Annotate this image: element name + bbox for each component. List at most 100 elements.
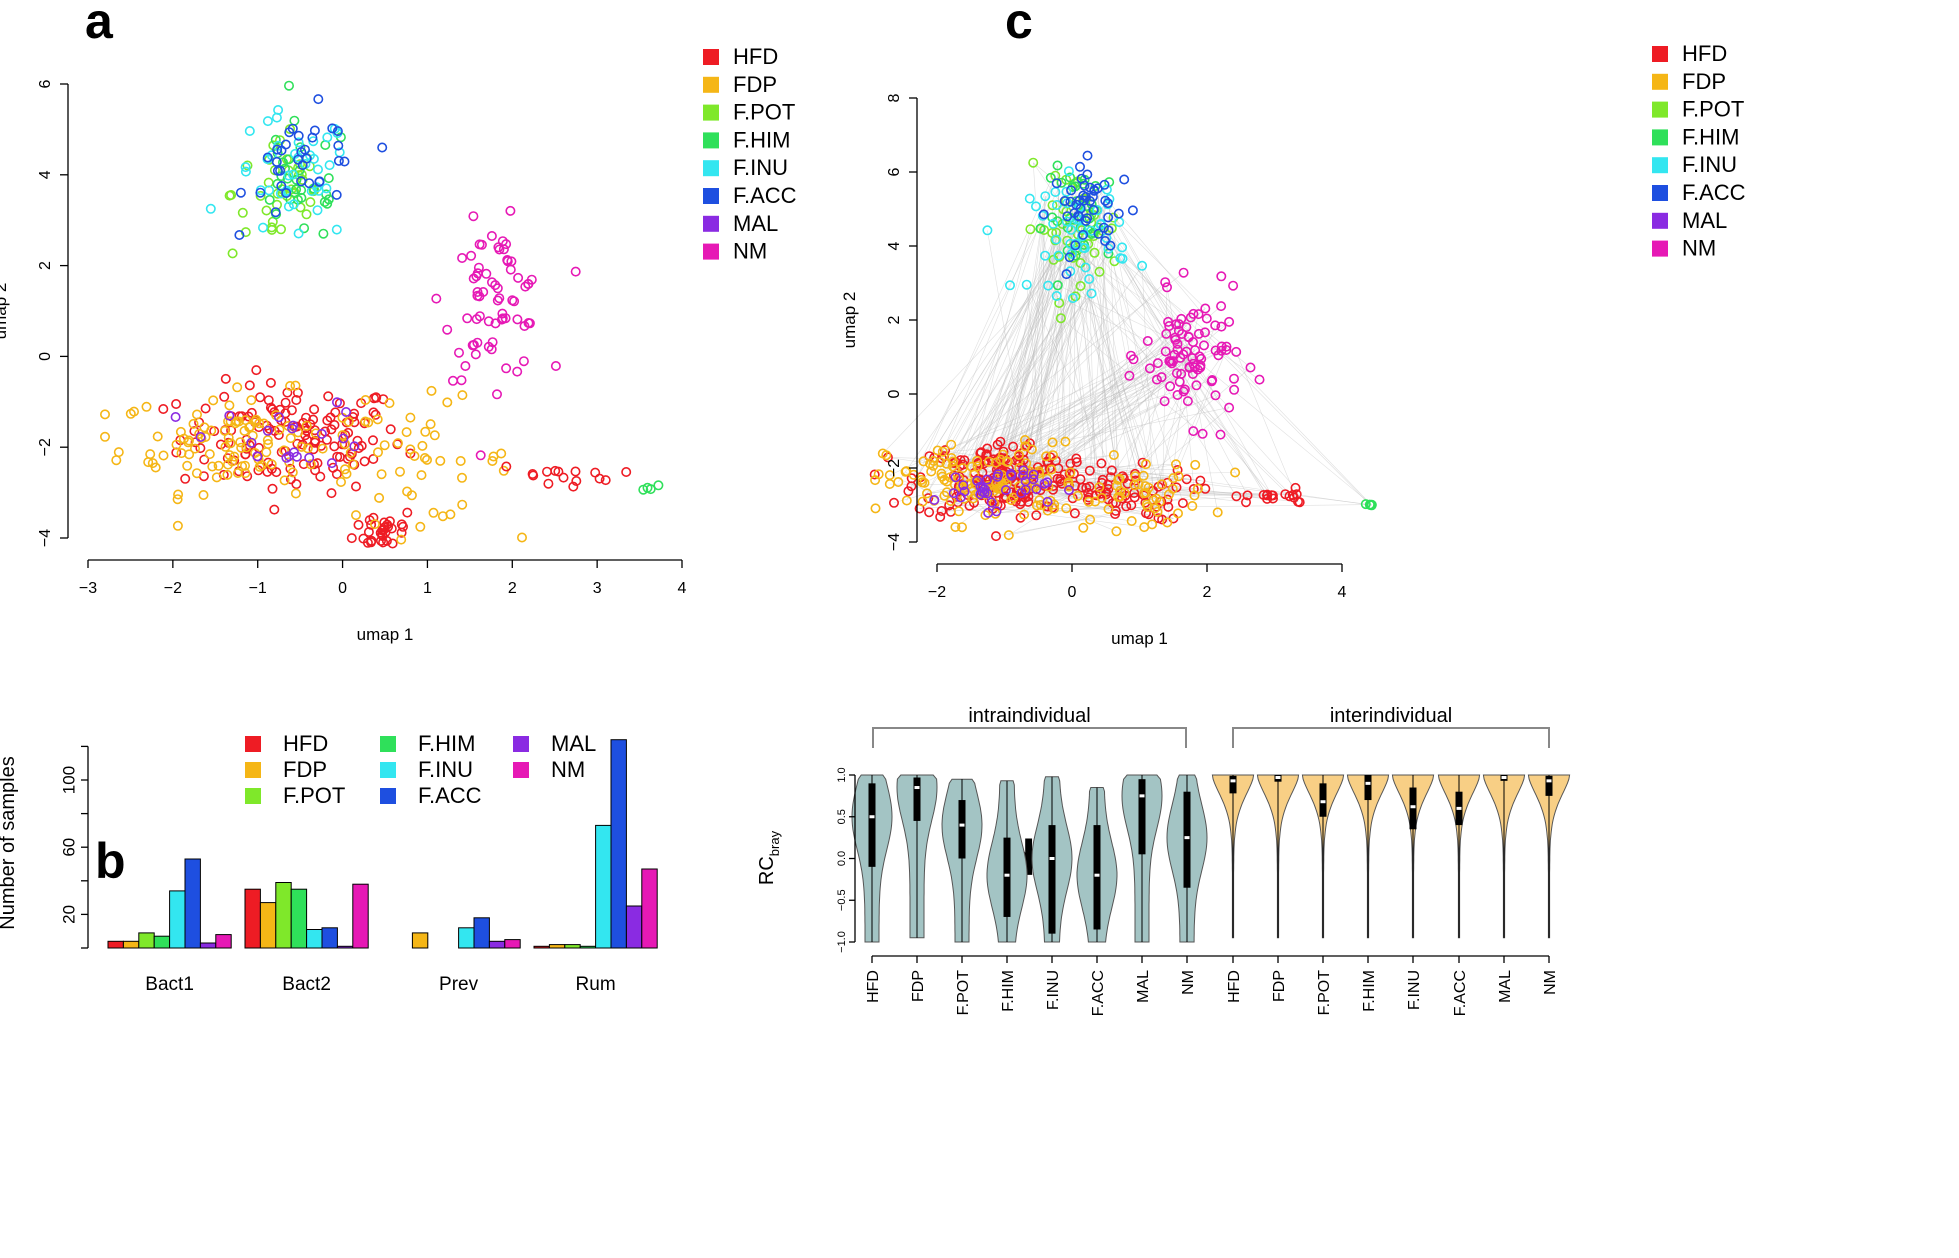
legend-swatch	[245, 736, 261, 752]
scatter-point	[1141, 487, 1152, 498]
scatter-point	[262, 425, 273, 436]
scatter-point	[379, 440, 390, 451]
violin-iqr-box	[1319, 783, 1327, 817]
legend-swatch	[703, 243, 719, 260]
scatter-point	[918, 456, 929, 467]
scatter-point	[1188, 483, 1199, 494]
scatter-point	[327, 123, 338, 134]
y-tick-label: 6	[37, 79, 54, 88]
scatter-point	[1200, 303, 1211, 314]
scatter-point	[190, 443, 201, 454]
scatter-point	[1061, 216, 1072, 227]
scatter-point	[1056, 177, 1067, 188]
scatter-point	[1071, 453, 1082, 464]
network-edge	[1081, 230, 1097, 496]
scatter-point	[1041, 451, 1052, 462]
bar	[290, 888, 308, 949]
legend-entry: NM	[1682, 236, 1716, 261]
scatter-point	[1108, 449, 1119, 460]
y-tick-label: −0.5	[836, 889, 848, 911]
scatter-point	[1096, 492, 1107, 503]
scatter-point	[1084, 273, 1095, 284]
network-edge	[1076, 247, 1296, 489]
group-label: interindividual	[1330, 705, 1452, 727]
scatter-point	[1185, 312, 1196, 323]
scatter-point	[645, 484, 656, 495]
scatter-point	[192, 409, 203, 420]
scatter-point	[1089, 247, 1100, 258]
scatter-point	[377, 142, 388, 153]
scatter-point	[1066, 185, 1077, 196]
scatter-point	[141, 401, 152, 412]
legend-swatch	[245, 762, 261, 778]
scatter-point	[266, 459, 277, 470]
scatter-point	[932, 445, 943, 456]
scatter-point	[1210, 320, 1221, 331]
scatter-point	[1052, 160, 1063, 171]
network-edge	[1075, 204, 1147, 514]
legend-swatch	[1652, 240, 1668, 257]
x-axis-label: umap 1	[1111, 629, 1168, 648]
scatter-point	[1066, 224, 1077, 235]
violin-median	[959, 823, 965, 827]
scatter-point	[1144, 363, 1155, 374]
scatter-point	[1059, 469, 1070, 480]
scatter-point	[505, 205, 516, 216]
scatter-point	[372, 414, 383, 425]
scatter-point	[1129, 492, 1140, 503]
legend-swatch	[245, 788, 261, 804]
x-category-label: MAL	[1497, 970, 1514, 1003]
y-tick-label: 0.0	[836, 851, 848, 866]
scatter-point	[223, 416, 234, 427]
scatter-point	[550, 360, 561, 371]
scatter-point	[240, 468, 251, 479]
scatter-point	[1210, 390, 1221, 401]
scatter-point	[1075, 161, 1086, 172]
y-axis-label: RCbray	[756, 830, 782, 885]
scatter-point	[323, 391, 334, 402]
scatter-point	[244, 126, 255, 137]
scatter-point	[224, 450, 235, 461]
scatter-point	[462, 313, 473, 324]
scatter-point	[524, 318, 535, 329]
scatter-point	[225, 438, 236, 449]
scatter-point	[1133, 479, 1144, 490]
network-edge	[960, 293, 1092, 461]
scatter-point	[490, 318, 501, 329]
scatter-point	[1197, 428, 1208, 439]
scatter-point	[331, 189, 342, 200]
scatter-point	[1156, 372, 1167, 383]
legend-swatch	[380, 762, 396, 778]
y-tick-label: 2	[886, 315, 903, 324]
scatter-point	[1189, 362, 1200, 373]
scatter-point	[392, 438, 403, 449]
scatter-point	[523, 278, 534, 289]
scatter-point	[455, 455, 466, 466]
x-category-label: F.HIM	[1361, 970, 1378, 1012]
scatter-point	[1267, 490, 1278, 501]
scatter-point	[1086, 288, 1097, 299]
scatter-point	[1163, 316, 1174, 327]
scatter-point	[1059, 196, 1070, 207]
scatter-point	[1229, 373, 1240, 384]
network-edge	[1052, 205, 1061, 480]
scatter-point	[273, 412, 284, 423]
scatter-point	[1040, 191, 1051, 202]
scatter-point	[189, 426, 200, 437]
network-edge	[1103, 227, 1178, 374]
violin-median	[869, 815, 875, 819]
network-edge	[979, 281, 1166, 464]
network-edge	[1158, 314, 1199, 487]
scatter-point	[321, 183, 332, 194]
scatter-point	[1168, 513, 1179, 524]
scatter-point	[332, 126, 343, 137]
x-category-label: F.ACC	[1452, 970, 1469, 1016]
scatter-point	[172, 494, 183, 505]
bar	[184, 858, 201, 949]
scatter-point	[316, 428, 327, 439]
scatter-point	[350, 510, 361, 521]
scatter-point	[1182, 396, 1193, 407]
legend-swatch	[513, 762, 529, 778]
scatter-point	[283, 80, 294, 91]
scatter-point	[269, 504, 280, 515]
